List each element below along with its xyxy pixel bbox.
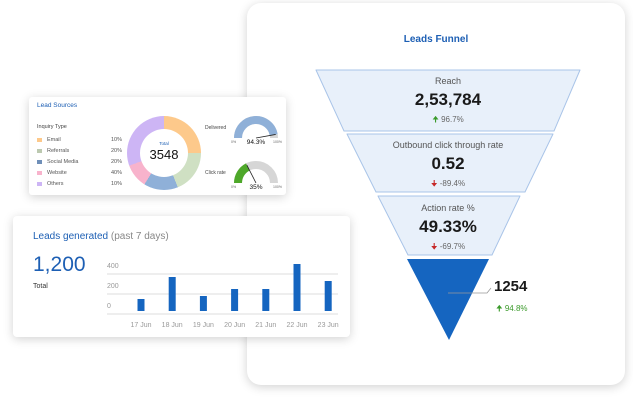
- legend-pct: 40%: [111, 170, 123, 176]
- gauge-click-label: Click rate: [205, 170, 226, 176]
- legend-pct: 20%: [111, 148, 123, 154]
- legend-item: Others 10%: [37, 181, 127, 187]
- legend-pct: 10%: [111, 181, 123, 187]
- legend-item: Website 40%: [37, 170, 127, 176]
- arrow-up-icon: 🠉: [496, 304, 503, 313]
- leads-generated-title: Leads generated: [33, 231, 109, 242]
- gauge-max: 100%: [273, 140, 282, 144]
- gauge-max: 100%: [273, 185, 282, 189]
- legend-label: Referrals: [47, 148, 70, 154]
- stage-change: -89.4%: [439, 179, 466, 188]
- arrow-down-icon: 🠋: [430, 242, 438, 251]
- stage-label: Action rate %: [421, 203, 475, 213]
- gauge-delivered-value: 94.3%: [246, 139, 266, 146]
- leads-generated-header: Leads generated (past 7 days): [33, 231, 169, 242]
- stage-value: 2,53,784: [414, 90, 482, 109]
- gauge-needle: [246, 164, 257, 184]
- arrow-up-icon: 🠉: [432, 115, 439, 124]
- legend-pct: 20%: [111, 159, 123, 165]
- legend-item: Social Media 20%: [37, 159, 127, 165]
- leads-generated-subtitle: (past 7 days): [110, 231, 169, 242]
- funnel-stage-outbound: [346, 133, 554, 193]
- stage-change: -69.7%: [439, 242, 466, 251]
- gauge-min: 0%: [231, 185, 237, 189]
- gauge-needle: [255, 134, 276, 139]
- conversion-value: 1254: [494, 278, 528, 295]
- legend-swatch: [37, 170, 42, 175]
- legend-label: Others: [47, 181, 64, 187]
- arrow-down-icon: 🠋: [430, 179, 438, 188]
- gauges: [234, 116, 278, 184]
- gauge-delivered-label: Delivered: [205, 125, 227, 131]
- leads-generated-card: Leads generated (past 7 days) 1,200 Tota…: [13, 216, 350, 337]
- conversion-connector: [448, 287, 492, 294]
- legend-item: Email 10%: [37, 137, 127, 143]
- gauge-fill: [234, 116, 278, 139]
- legend-label: Email: [47, 137, 61, 143]
- funnel-title: Leads Funnel: [403, 34, 469, 45]
- legend-label: Social Media: [47, 159, 79, 165]
- stage-value: 49.33%: [419, 217, 477, 236]
- funnel-stage-conversion: [407, 259, 489, 340]
- legend-pct: 10%: [111, 137, 123, 143]
- stage-label: Outbound click through rate: [392, 140, 504, 150]
- donut-chart: Total 3548: [127, 116, 201, 190]
- leads-total-value: 1,200: [33, 253, 86, 276]
- gauge-click-value: 35%: [249, 184, 263, 191]
- gauge-min: 0%: [231, 140, 237, 144]
- conversion-label: Conversion: [543, 271, 593, 281]
- donut-center-value: 3548: [149, 147, 179, 162]
- lead-sources-title: Lead Sources: [37, 102, 78, 109]
- conversion-change: 94.8%: [504, 304, 528, 313]
- legend-item: Referrals 20%: [37, 148, 127, 154]
- funnel-stage-action: [377, 195, 521, 256]
- legend-swatch: [37, 159, 42, 164]
- legend-swatch: [37, 137, 42, 142]
- lead-sources-card: Lead Sources Inquiry Type Email 10% Referr…: [29, 97, 286, 195]
- legend-swatch: [37, 181, 42, 186]
- leads-total-label: Total: [33, 283, 48, 290]
- legend-label: Website: [47, 170, 67, 176]
- stage-value: 0.52: [431, 154, 465, 173]
- funnel-stage-reach: [315, 69, 581, 132]
- gauge-fill: [234, 163, 250, 184]
- donut-center-label: Total: [159, 141, 169, 146]
- stage-label: Reach: [434, 76, 461, 86]
- legend-title: Inquiry Type: [37, 124, 67, 130]
- stage-change: 96.7%: [441, 115, 464, 124]
- legend-swatch: [37, 148, 42, 153]
